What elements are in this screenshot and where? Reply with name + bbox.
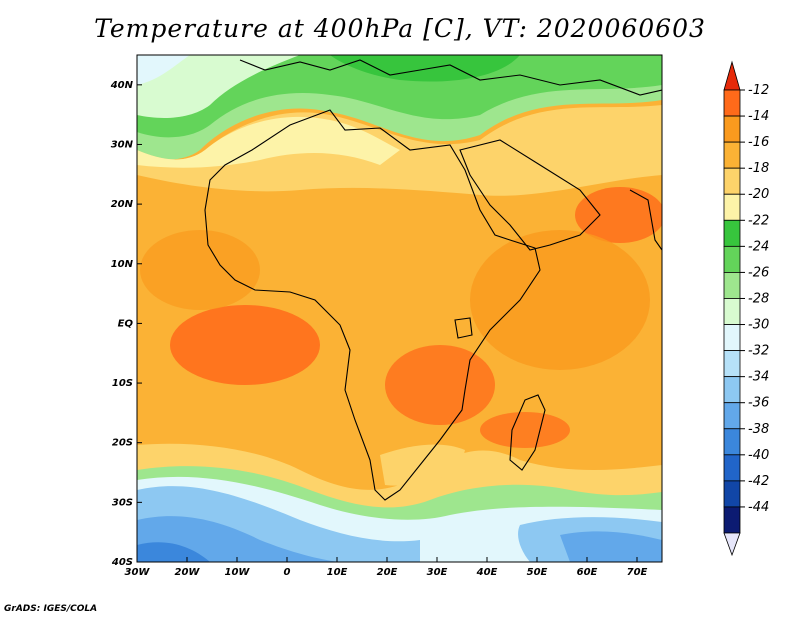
madagascar-coastline [509, 394, 546, 471]
colorbar-swatch [723, 219, 741, 247]
colorbar-swatch [723, 506, 741, 534]
lon-tick-label: 30E [427, 567, 448, 578]
colorbar-swatch [723, 167, 741, 195]
lake-victoria [454, 317, 473, 339]
colorbar-swatch [723, 324, 741, 351]
lat-tick-label: 20N [111, 199, 134, 210]
colorbar-level-label: -14 [748, 109, 769, 124]
lon-tick-label: 50E [527, 567, 548, 578]
lat-tick-label: 40N [110, 80, 134, 91]
plot-frame [136, 54, 663, 563]
colorbar-swatch [723, 141, 741, 169]
colorbar-swatch [723, 89, 741, 117]
grads-credit: GrADS: IGES/COLA [4, 604, 98, 614]
colorbar-bottom-arrow [723, 532, 741, 557]
colorbar: -12 -14 -16 -18 -20 -22 -24 -26 -28 -30 -32 -34 -36 -… [723, 60, 769, 557]
europe-coastline [239, 59, 662, 96]
lon-tick-label: 20W [175, 567, 201, 578]
colorbar-level-label: -32 [748, 344, 769, 359]
lon-tick-label: 40E [476, 567, 498, 578]
colorbar-level-label: -30 [748, 318, 769, 333]
colorbar-top-arrow [723, 60, 741, 91]
map-title: Temperature at 400hPa [C], VT: 202006060… [94, 14, 706, 43]
colorbar-swatch [723, 376, 741, 404]
lat-tick-label: 20S [112, 438, 133, 449]
colorbar-swatch [723, 480, 741, 508]
colorbar-level-label: -18 [748, 161, 769, 176]
india-coastline [629, 189, 662, 251]
colorbar-level-label: -38 [748, 422, 769, 437]
axis-ticks: 30W 20W 10W 0 10E 20E 30E 40E 50E 60E 70E 40N 30N 20N… [110, 80, 648, 578]
colorbar-level-label: -40 [748, 448, 769, 463]
colorbar-swatch [723, 115, 741, 143]
lon-tick-label: 70E [627, 567, 648, 578]
lat-tick-label: 40S [111, 557, 133, 568]
colorbar-level-label: -36 [748, 396, 769, 411]
lat-tick-label: EQ [118, 318, 134, 329]
lat-tick-label: 30S [112, 497, 133, 508]
colorbar-level-label: -24 [748, 239, 769, 254]
coastlines [204, 59, 662, 501]
lon-tick-label: 20E [377, 567, 398, 578]
lon-tick-label: 60E [577, 567, 598, 578]
colorbar-level-label: -22 [748, 213, 769, 228]
colorbar-level-label: -28 [748, 291, 769, 306]
lat-tick-label: 10N [111, 259, 134, 270]
temperature-field [137, 55, 662, 562]
lon-tick-label: 10W [225, 567, 251, 578]
colorbar-level-label: -34 [748, 370, 769, 385]
africa-coastline [204, 109, 541, 501]
colorbar-level-label: -12 [748, 83, 769, 98]
colorbar-swatch [723, 402, 741, 430]
colorbar-level-label: -16 [748, 135, 769, 150]
colorbar-swatch [723, 298, 741, 325]
colorbar-swatch [723, 454, 741, 482]
arabian-peninsula-coastline [459, 139, 601, 251]
lat-tick-label: 30N [111, 139, 134, 150]
colorbar-swatch [723, 193, 741, 221]
colorbar-level-label: -26 [748, 265, 769, 280]
lat-tick-label: 10S [112, 378, 133, 389]
lon-tick-label: 0 [284, 567, 291, 578]
colorbar-swatch [723, 245, 741, 273]
lon-tick-label: 30W [125, 567, 151, 578]
lon-tick-label: 10E [327, 567, 348, 578]
colorbar-level-label: -20 [748, 187, 769, 202]
colorbar-swatch [723, 428, 741, 456]
colorbar-swatch [723, 350, 741, 378]
colorbar-swatch [723, 272, 741, 299]
colorbar-level-label: -42 [748, 474, 769, 489]
colorbar-level-label: -44 [748, 500, 769, 515]
